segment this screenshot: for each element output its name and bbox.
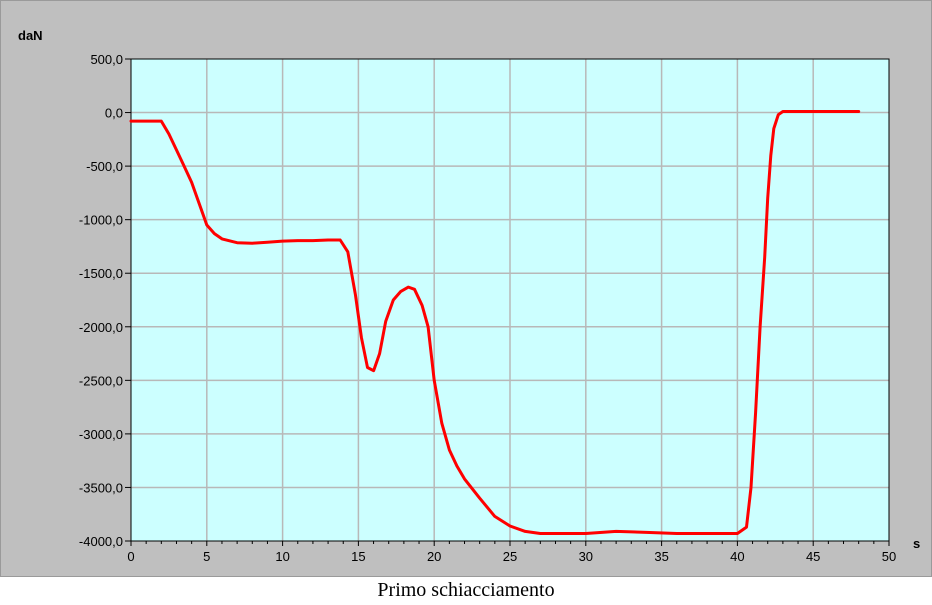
y-axis-unit: daN [18,28,43,43]
y-tick-label: -1000,0 [79,213,123,228]
line-chart: 0 5 10 15 20 25 30 35 40 45 50 500,0 0,0 -500,0 -1000,… [18,28,920,564]
x-tick-label: 20 [427,549,441,564]
y-tick-label: -2500,0 [79,373,123,388]
series-line [129,110,861,535]
y-tick-label: -2000,0 [79,320,123,335]
x-tick-label: 45 [806,549,820,564]
x-tick-label: 5 [203,549,210,564]
y-tick-label: -4000,0 [79,534,123,549]
x-axis-unit: s [913,536,920,551]
y-tick-label: 500,0 [90,52,123,67]
x-tick-label: 30 [579,549,593,564]
x-tick-label: 50 [882,549,896,564]
plot-border [130,58,890,542]
x-tick-label: 35 [654,549,668,564]
x-tick-label: 15 [351,549,365,564]
y-tick-label: -3000,0 [79,427,123,442]
chart-frame: 0 5 10 15 20 25 30 35 40 45 50 500,0 0,0 -500,0 -1000,… [0,0,932,577]
y-tick-label: 0,0 [105,106,123,121]
x-tick-label: 25 [503,549,517,564]
x-tick-label: 40 [730,549,744,564]
y-tick-label: -500,0 [86,159,123,174]
x-tick-label: 0 [127,549,134,564]
y-tick-label: -3500,0 [79,480,123,495]
x-tick-label: 10 [275,549,289,564]
y-tick-label: -1500,0 [79,266,123,281]
chart-caption: Primo schiacciamento [377,579,555,601]
